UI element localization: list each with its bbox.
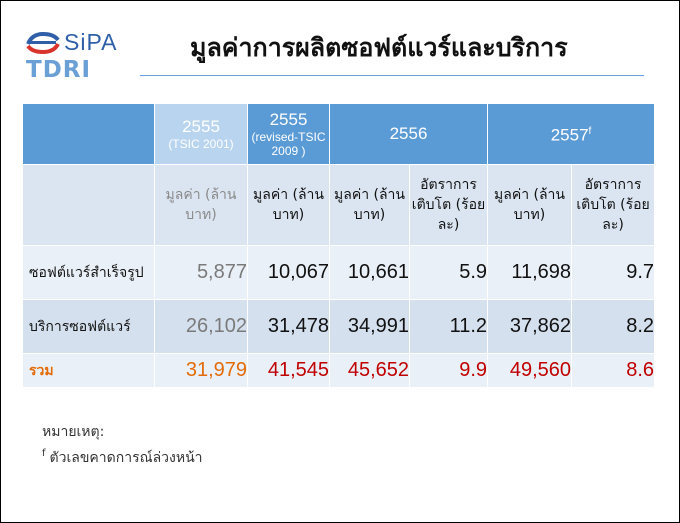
table-row-total: รวม 31,979 41,545 45,652 9.9 49,560 8.6 [22,353,656,388]
table-cell: 34,991 [329,299,410,354]
sipa-logo: SiPA [26,29,136,55]
table-cell: 11.2 [408,299,489,354]
sipa-mark-icon [26,31,60,54]
footnote-text: ตัวเลขคาดการณ์ล่วงหน้า [49,450,203,466]
table-cell: 31,979 [154,353,248,388]
table-cell: 5.9 [408,245,489,300]
table-cell: 45,652 [329,353,410,388]
row-label-total: รวม [22,353,155,388]
row-label: ซอฟต์แวร์สำเร็จรูป [22,245,155,300]
table-cell: 9.9 [408,353,489,388]
sipa-logo-text: SiPA [64,29,118,55]
table-cell: 5,877 [154,245,248,300]
table-cell: 26,102 [154,299,248,354]
table-cell: 31,478 [247,299,330,354]
header-year-2557: 2557f [487,103,656,165]
table-cell: 9.7 [571,245,656,300]
notes-heading: หมายเหตุ: [42,424,105,440]
table-cell: 10,067 [247,245,330,300]
table-row-packaged-software: ซอฟต์แวร์สำเร็จรูป 5,877 10,067 10,661 5… [22,245,656,300]
subheader-corner [22,164,155,246]
header-row-units: มูลค่า (ล้านบาท) มูลค่า (ล้านบาท) มูลค่า… [22,164,656,246]
subheader-value: มูลค่า (ล้านบาท) [487,164,573,246]
footnote: f ตัวเลขคาดการณ์ล่วงหน้า [42,447,203,469]
subheader-growth: อัตราการเติบโต (ร้อยละ) [571,164,656,246]
page-title: มูลค่าการผลิตซอฟต์แวร์และบริการ [190,33,568,62]
subheader-growth: อัตราการเติบโต (ร้อยละ) [408,164,489,246]
table-cell: 10,661 [329,245,410,300]
subheader-value: มูลค่า (ล้านบาท) [329,164,410,246]
table-row-software-services: บริการซอฟต์แวร์ 26,102 31,478 34,991 11.… [22,299,656,354]
subheader-value: มูลค่า (ล้านบาท) [154,164,248,246]
table-cell: 8.2 [571,299,656,354]
table-cell: 37,862 [487,299,573,354]
header-year-2555-revised: 2555 (revised-TSIC 2009 ) [247,103,330,165]
table-cell: 11,698 [487,245,573,300]
title-divider [140,75,644,76]
table-cell: 8.6 [571,353,656,388]
footnote-mark: f [42,448,46,459]
header-year-2555-tsic2001: 2555 (TSIC 2001) [154,103,248,165]
header-row-years: 2555 (TSIC 2001) 2555 (revised-TSIC 2009… [22,103,656,165]
production-value-table: 2555 (TSIC 2001) 2555 (revised-TSIC 2009… [22,103,656,388]
row-label: บริการซอฟต์แวร์ [22,299,155,354]
table-cell: 49,560 [487,353,573,388]
table-cell: 41,545 [247,353,330,388]
header-corner [22,103,155,165]
tdri-logo-text: TDRI [26,57,92,83]
header-year-2556: 2556 [328,103,489,165]
forecast-superscript: f [588,126,592,138]
subheader-value: มูลค่า (ล้านบาท) [247,164,330,246]
